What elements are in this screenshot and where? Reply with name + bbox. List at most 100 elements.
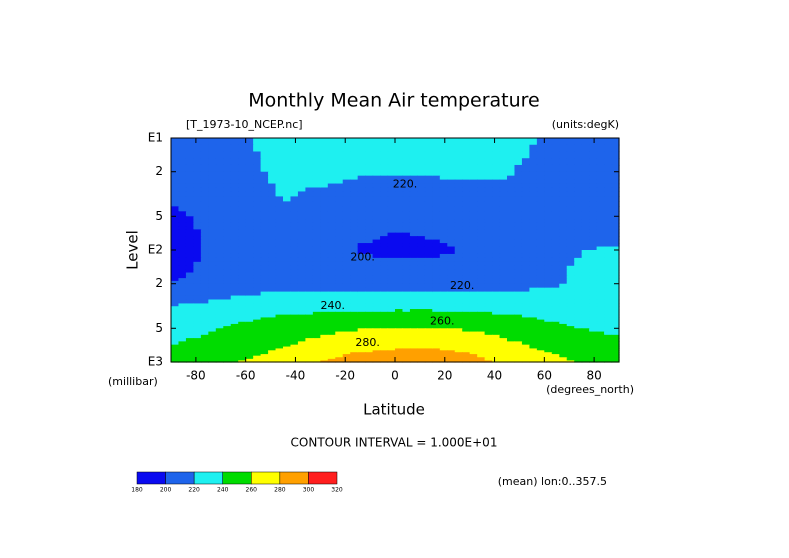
- contour-cell: [462, 243, 471, 248]
- contour-cell: [395, 196, 404, 202]
- contour-cell: [395, 257, 404, 263]
- contour-cell: [409, 328, 418, 333]
- contour-cell: [253, 287, 262, 293]
- contour-cell: [380, 295, 389, 301]
- contour-cell: [320, 295, 329, 301]
- contour-cell: [268, 341, 277, 346]
- contour-cell: [424, 257, 433, 263]
- contour-cell: [342, 219, 351, 224]
- contour-cell: [536, 299, 545, 305]
- contour-label: 200.: [350, 251, 375, 264]
- contour-cell: [604, 253, 613, 259]
- contour-cell: [238, 306, 247, 310]
- contour-cell: [529, 295, 538, 301]
- contour-cell: [297, 319, 306, 323]
- contour-cell: [559, 278, 568, 282]
- contour-cell: [342, 326, 351, 329]
- contour-cell: [454, 253, 463, 259]
- contour-cell: [357, 257, 366, 263]
- contour-cell: [268, 355, 277, 358]
- contour-cell: [208, 275, 217, 279]
- contour-cell: [245, 309, 254, 313]
- contour-cell: [589, 283, 598, 289]
- contour-cell: [283, 269, 292, 274]
- contour-cell: [215, 355, 224, 358]
- contour-cell: [320, 317, 329, 321]
- contour-cell: [589, 317, 598, 321]
- contour-cell: [193, 171, 202, 177]
- contour-cell: [596, 357, 605, 360]
- contour-cell: [283, 246, 292, 251]
- contour-cell: [604, 355, 613, 358]
- contour-cell: [305, 341, 314, 346]
- contour-cell: [551, 348, 560, 351]
- contour-cell: [447, 354, 456, 357]
- contour-cell: [372, 344, 381, 348]
- contour-cell: [499, 253, 508, 259]
- contour-cell: [171, 352, 180, 355]
- contour-cell: [357, 280, 366, 285]
- contour-cell: [171, 236, 180, 241]
- contour-cell: [372, 303, 381, 307]
- contour-cell: [454, 243, 463, 248]
- contour-cell: [171, 354, 180, 357]
- contour-cell: [305, 334, 314, 339]
- contour-cell: [454, 261, 463, 267]
- contour-cell: [447, 138, 456, 146]
- contour-cell: [365, 187, 374, 193]
- contour-cell: [462, 303, 471, 307]
- contour-cell: [454, 299, 463, 305]
- contour-cell: [566, 183, 575, 189]
- contour-cell: [253, 183, 262, 189]
- contour-cell: [230, 283, 239, 289]
- contour-cell: [380, 226, 389, 230]
- contour-cell: [484, 243, 493, 248]
- contour-cell: [551, 229, 560, 234]
- contour-cell: [432, 275, 441, 279]
- contour-cell: [544, 243, 553, 248]
- contour-cell: [335, 331, 344, 336]
- contour-cell: [230, 314, 239, 319]
- contour-cell: [611, 211, 620, 217]
- contour-cell: [290, 278, 299, 282]
- y-axis-label: Level: [124, 230, 142, 270]
- contour-cell: [507, 311, 516, 316]
- contour-cell: [439, 283, 448, 289]
- contour-cell: [387, 357, 396, 360]
- contour-cell: [469, 309, 478, 313]
- contour-cell: [275, 358, 284, 362]
- contour-cell: [454, 151, 463, 159]
- contour-cell: [200, 232, 209, 237]
- contour-cell: [327, 236, 336, 241]
- contour-cell: [387, 348, 396, 351]
- contour-cell: [559, 309, 568, 313]
- contour-cell: [312, 138, 321, 146]
- contour-cell: [604, 317, 613, 321]
- x-tick-label: 0: [391, 369, 399, 383]
- contour-cell: [305, 187, 314, 193]
- contour-cell: [365, 257, 374, 263]
- contour-cell: [357, 355, 366, 358]
- contour-cell: [283, 306, 292, 310]
- contour-cell: [380, 265, 389, 271]
- contour-cell: [462, 236, 471, 241]
- contour-cell: [335, 306, 344, 310]
- contour-cell: [178, 341, 187, 346]
- contour-cell: [521, 314, 530, 319]
- contour-cell: [499, 144, 508, 153]
- contour-cell: [171, 348, 180, 351]
- contour-cell: [238, 326, 247, 329]
- contour-cell: [395, 206, 404, 212]
- contour-cell: [417, 191, 426, 198]
- contour-cell: [477, 226, 486, 230]
- contour-cell: [372, 321, 381, 325]
- contour-cell: [581, 348, 590, 351]
- contour-cell: [477, 265, 486, 271]
- contour-cell: [521, 265, 530, 271]
- contour-cell: [208, 283, 217, 289]
- contour-cell: [185, 317, 194, 321]
- contour-cell: [312, 338, 321, 342]
- contour-cell: [215, 278, 224, 282]
- contour-cell: [454, 257, 463, 263]
- contour-cell: [484, 287, 493, 293]
